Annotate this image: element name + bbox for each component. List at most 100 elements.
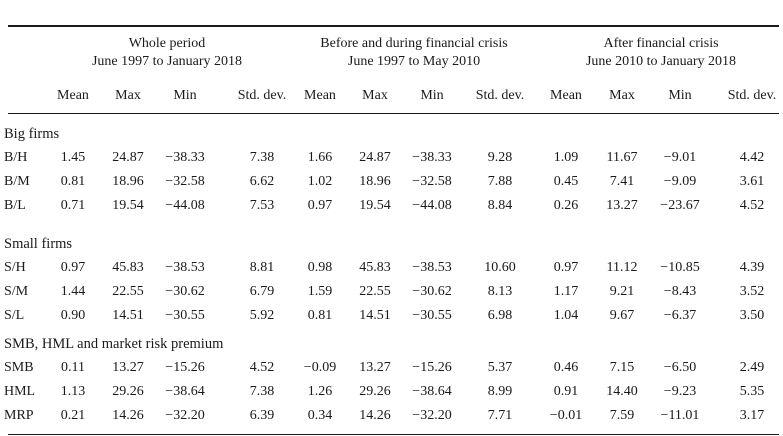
top-rule [8, 25, 779, 27]
row-label: SMB [4, 360, 34, 375]
table-cell: 1.04 [553, 308, 579, 323]
table-cell: −9.01 [663, 150, 697, 165]
table-cell: 24.87 [112, 150, 144, 165]
table-cell: 7.71 [487, 408, 513, 423]
table-cell: −38.33 [165, 150, 205, 165]
table-cell: −32.58 [165, 174, 205, 189]
table-cell: 7.41 [609, 174, 635, 189]
table-cell: 3.61 [739, 174, 765, 189]
table-cell: 5.35 [739, 384, 765, 399]
table-cell: 6.39 [249, 408, 275, 423]
table-cell: 1.09 [553, 150, 579, 165]
table-cell: −11.01 [660, 408, 700, 423]
table-cell: 6.98 [487, 308, 513, 323]
table-cell: 0.11 [61, 360, 85, 375]
column-header: Mean [57, 88, 89, 103]
table-cell: −15.26 [165, 360, 205, 375]
table-cell: 8.99 [487, 384, 513, 399]
table-cell: 14.40 [606, 384, 638, 399]
column-header: Min [420, 88, 444, 103]
table-cell: 9.67 [609, 308, 635, 323]
table-cell: 4.52 [249, 360, 275, 375]
table-cell: 1.59 [307, 284, 333, 299]
table-cell: −38.53 [412, 260, 452, 275]
group-header-after-crisis: After financial crisis June 2010 to Janu… [585, 36, 737, 69]
table-cell: 9.28 [487, 150, 513, 165]
column-header: Min [668, 88, 692, 103]
table-cell: 8.81 [249, 260, 275, 275]
table-cell: 0.81 [60, 174, 86, 189]
table-cell: 4.42 [739, 150, 765, 165]
table-cell: −38.64 [165, 384, 205, 399]
table-cell: −6.37 [663, 308, 697, 323]
table-cell: −30.62 [165, 284, 205, 299]
section-title: Big firms [4, 126, 60, 142]
table-cell: 7.38 [249, 150, 275, 165]
table-cell: 0.97 [553, 260, 579, 275]
table-cell: 4.52 [739, 198, 765, 213]
table-cell: 5.92 [249, 308, 275, 323]
section-title: SMB, HML and market risk premium [4, 336, 224, 352]
table-cell: 0.21 [60, 408, 86, 423]
row-label: B/M [4, 174, 30, 189]
table-cell: 1.26 [307, 384, 333, 399]
table-cell: 0.97 [60, 260, 86, 275]
table-cell: 0.46 [553, 360, 579, 375]
table-cell: 1.44 [60, 284, 86, 299]
table-cell: 45.83 [112, 260, 144, 275]
table-cell: 22.55 [359, 284, 391, 299]
table-cell: 3.50 [739, 308, 765, 323]
table-cell: 10.60 [484, 260, 516, 275]
row-label: B/L [4, 198, 26, 213]
table-cell: −0.01 [549, 408, 583, 423]
table-cell: 8.13 [487, 284, 513, 299]
table-cell: 7.15 [609, 360, 635, 375]
table-cell: 6.62 [249, 174, 275, 189]
table-cell: 13.27 [606, 198, 638, 213]
table-cell: 45.83 [359, 260, 391, 275]
group-header-before-crisis: Before and during financial crisis June … [320, 36, 508, 69]
table-cell: −32.20 [412, 408, 452, 423]
row-label: S/M [4, 284, 29, 299]
table-cell: −10.85 [660, 260, 700, 275]
table-cell: 4.39 [739, 260, 765, 275]
table-cell: −38.64 [412, 384, 452, 399]
table-cell: −30.55 [165, 308, 205, 323]
table-cell: 7.59 [609, 408, 635, 423]
table-cell: 0.91 [553, 384, 579, 399]
bottom-rule [8, 434, 779, 435]
column-header: Min [173, 88, 197, 103]
table-cell: −44.08 [412, 198, 452, 213]
table-cell: 7.53 [249, 198, 275, 213]
table-cell: −8.43 [663, 284, 697, 299]
table-cell: 18.96 [112, 174, 144, 189]
table-cell: 0.98 [307, 260, 333, 275]
table-cell: 0.71 [60, 198, 86, 213]
table-cell: 13.27 [359, 360, 391, 375]
column-header: Max [609, 88, 635, 103]
table-cell: 0.90 [60, 308, 86, 323]
table-cell: −38.33 [412, 150, 452, 165]
table-cell: −15.26 [412, 360, 452, 375]
table-cell: 29.26 [112, 384, 144, 399]
table-cell: 11.12 [606, 260, 638, 275]
table-cell: 7.88 [487, 174, 513, 189]
row-label: S/H [4, 260, 26, 275]
table-cell: −38.53 [165, 260, 205, 275]
table-cell: −44.08 [165, 198, 205, 213]
table-cell: 8.84 [487, 198, 513, 213]
table-cell: 19.54 [359, 198, 391, 213]
column-header: Mean [550, 88, 582, 103]
section-title: Small firms [4, 236, 73, 252]
row-label: S/L [4, 308, 25, 323]
table-cell: −32.58 [412, 174, 452, 189]
column-header: Std. dev. [727, 88, 777, 103]
table-cell: −6.50 [663, 360, 697, 375]
table-cell: 0.81 [307, 308, 333, 323]
header-rule [8, 113, 779, 114]
row-label: B/H [4, 150, 28, 165]
table-cell: 0.45 [553, 174, 579, 189]
table-cell: 14.51 [359, 308, 391, 323]
column-header: Max [362, 88, 388, 103]
table-cell: −30.55 [412, 308, 452, 323]
